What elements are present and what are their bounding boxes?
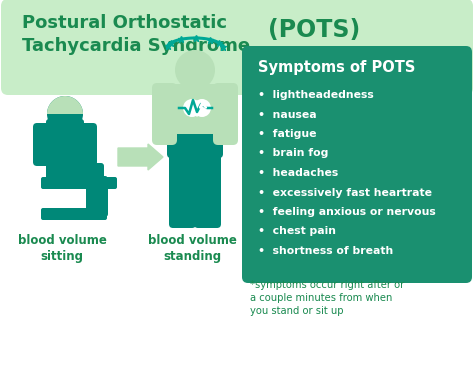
Text: Postural Orthostatic
Tachycardia Syndrome: Postural Orthostatic Tachycardia Syndrom… [22,14,250,55]
FancyBboxPatch shape [76,123,97,166]
FancyBboxPatch shape [152,83,177,145]
Circle shape [183,99,201,117]
Circle shape [175,50,215,90]
Text: •  headaches: • headaches [258,168,338,178]
FancyBboxPatch shape [91,176,105,220]
Text: •  shortness of breath: • shortness of breath [258,246,393,256]
FancyBboxPatch shape [41,208,107,220]
Text: •  lightheadedness: • lightheadedness [258,90,374,100]
Text: *symptoms occur right after or
a couple minutes from when
you stand or sit up: *symptoms occur right after or a couple … [250,280,404,317]
Text: blood volume
sitting: blood volume sitting [18,234,107,263]
Text: •  excessively fast heartrate: • excessively fast heartrate [258,187,432,198]
Text: Symptoms of POTS: Symptoms of POTS [258,60,415,75]
FancyBboxPatch shape [169,145,196,228]
Polygon shape [47,96,83,114]
FancyBboxPatch shape [194,145,221,228]
FancyBboxPatch shape [167,120,223,158]
FancyBboxPatch shape [213,83,238,145]
FancyBboxPatch shape [1,0,473,95]
Text: •  nausea: • nausea [258,109,317,119]
Polygon shape [185,102,209,116]
Text: •  chest pain: • chest pain [258,227,336,237]
FancyBboxPatch shape [46,163,104,185]
FancyBboxPatch shape [41,177,117,189]
FancyBboxPatch shape [86,176,108,217]
FancyBboxPatch shape [33,123,54,166]
Text: •  fatigue: • fatigue [258,129,317,139]
Circle shape [193,99,211,117]
FancyBboxPatch shape [167,84,223,134]
Text: •  feeling anxious or nervous: • feeling anxious or nervous [258,207,436,217]
Text: •  brain fog: • brain fog [258,148,328,158]
FancyBboxPatch shape [242,46,472,283]
Text: blood volume
standing: blood volume standing [147,234,237,263]
Text: (POTS): (POTS) [268,18,360,42]
FancyBboxPatch shape [46,119,84,173]
Circle shape [47,96,83,132]
FancyArrow shape [118,144,163,170]
